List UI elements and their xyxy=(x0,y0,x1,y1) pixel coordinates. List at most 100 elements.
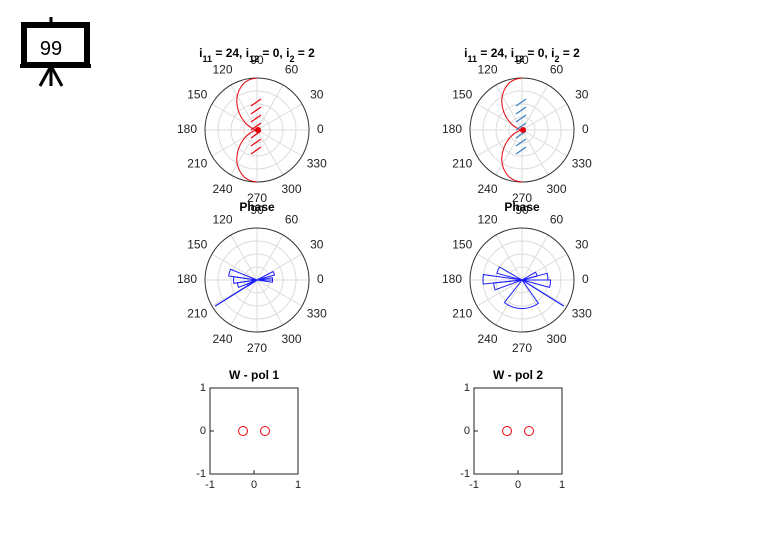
histogram-spike xyxy=(521,279,565,307)
polar-tick-label: 60 xyxy=(285,62,299,76)
polar-tick-label: 270 xyxy=(247,341,267,355)
polar-grid-spoke xyxy=(476,129,523,157)
polar-grid-spoke xyxy=(495,84,523,131)
chart-title: i11 = 24, i12 = 0, i2 = 2 xyxy=(199,46,315,64)
polar-grid-spoke xyxy=(211,129,258,157)
polar-pattern-chart: 0 30 60 90 120 150 180 210 240 270 300 330 i11 = 24,… xyxy=(177,46,327,205)
polar-tick-label: 30 xyxy=(575,88,589,102)
polar-tick-label: 300 xyxy=(281,182,301,196)
polar-tick-label: 210 xyxy=(187,307,207,321)
polar-tick-label: 60 xyxy=(550,212,564,226)
polar-tick-label: 180 xyxy=(442,122,462,136)
chart-title: W - pol 1 xyxy=(229,368,279,382)
array-element xyxy=(250,98,262,107)
polar-pattern-chart: 0 30 60 90 120 150 180 210 240 270 300 330 i11 = 24,… xyxy=(442,46,592,205)
polar-histogram-chart: 0 30 60 90 120 150 180 210 240 270 300 330 Phase xyxy=(442,200,592,355)
y-tick-label: 1 xyxy=(464,382,470,394)
polar-tick-label: 60 xyxy=(285,212,299,226)
center-marker xyxy=(520,127,526,133)
polar-grid-spoke xyxy=(230,234,258,281)
y-tick-label: -1 xyxy=(460,468,470,480)
array-element xyxy=(250,146,262,155)
polar-tick-label: 150 xyxy=(187,238,207,252)
polar-tick-label: 120 xyxy=(212,62,232,76)
histogram-bin xyxy=(228,268,258,281)
polar-tick-label: 240 xyxy=(477,182,497,196)
plot-box xyxy=(473,387,563,475)
polar-tick-label: 330 xyxy=(572,157,592,171)
array-element xyxy=(515,146,527,155)
polar-tick-label: 240 xyxy=(212,182,232,196)
polar-tick-label: 120 xyxy=(477,62,497,76)
histogram-bin xyxy=(493,279,523,291)
polar-tick-label: 0 xyxy=(317,122,324,136)
x-tick-label: 0 xyxy=(515,479,521,491)
polar-grid-spoke xyxy=(256,234,284,281)
x-tick-label: 1 xyxy=(295,479,301,491)
polar-tick-label: 30 xyxy=(310,88,324,102)
polar-histogram-chart: 0 30 60 90 120 150 180 210 240 270 300 330 Phase xyxy=(177,200,327,355)
presentation-board-icon[interactable] xyxy=(20,17,91,87)
array-element xyxy=(515,122,527,131)
polar-grid-spoke xyxy=(256,129,284,176)
polar-grid-spoke xyxy=(256,129,303,157)
polar-tick-label: 330 xyxy=(572,307,592,321)
histogram-bin xyxy=(236,279,258,289)
polar-grid-spoke xyxy=(256,279,303,307)
y-tick-label: -1 xyxy=(196,468,206,480)
plot-box xyxy=(209,387,299,475)
polar-tick-label: 0 xyxy=(582,122,589,136)
polar-tick-label: 120 xyxy=(477,212,497,226)
polar-tick-label: 180 xyxy=(177,272,197,286)
polar-tick-label: 300 xyxy=(546,332,566,346)
y-tick-label: 1 xyxy=(200,382,206,394)
polar-tick-label: 210 xyxy=(452,307,472,321)
polar-grid-spoke xyxy=(476,279,523,307)
polar-tick-label: 240 xyxy=(477,332,497,346)
polar-tick-label: 90 xyxy=(515,203,529,217)
polar-tick-label: 210 xyxy=(452,157,472,171)
polar-grid-spoke xyxy=(256,84,284,131)
scatter-point xyxy=(238,426,248,436)
polar-outer-ring xyxy=(204,227,310,333)
polar-tick-label: 270 xyxy=(512,191,532,205)
polar-grid-spoke xyxy=(256,279,284,326)
polar-tick-label: 300 xyxy=(281,332,301,346)
polar-tick-label: 60 xyxy=(550,62,564,76)
polar-tick-label: 90 xyxy=(250,203,264,217)
polar-tick-label: 270 xyxy=(247,191,267,205)
histogram-bin xyxy=(256,270,276,281)
polar-grid-spoke xyxy=(521,279,549,326)
polar-outer-ring xyxy=(469,227,575,333)
polar-grid-spoke xyxy=(495,279,523,326)
polar-grid-spoke xyxy=(521,84,549,131)
y-tick-label: 0 xyxy=(200,425,206,437)
polar-grid-spoke xyxy=(211,103,258,131)
polar-grid-spoke xyxy=(230,84,258,131)
scatter-point xyxy=(502,426,512,436)
y-tick-label: 0 xyxy=(464,425,470,437)
polar-tick-label: 210 xyxy=(187,157,207,171)
scatter-point xyxy=(524,426,534,436)
scatter-chart: W - pol 1 -1 0 1 -1 0 1 xyxy=(196,368,301,491)
array-element xyxy=(515,138,527,147)
polar-tick-label: 30 xyxy=(310,238,324,252)
polar-tick-label: 90 xyxy=(250,53,264,67)
array-element xyxy=(515,114,527,123)
center-marker xyxy=(255,127,261,133)
polar-tick-label: 0 xyxy=(582,272,589,286)
polar-grid-spoke xyxy=(476,103,523,131)
chart-title: Phase xyxy=(239,200,275,214)
histogram-bin xyxy=(503,279,540,310)
polar-tick-label: 150 xyxy=(187,88,207,102)
histogram-bin xyxy=(482,274,523,285)
array-element xyxy=(250,114,262,123)
polar-tick-label: 330 xyxy=(307,307,327,321)
x-tick-label: 1 xyxy=(559,479,565,491)
scatter-point xyxy=(260,426,270,436)
polar-grid-spoke xyxy=(521,234,549,281)
polar-tick-label: 330 xyxy=(307,157,327,171)
polar-tick-label: 30 xyxy=(575,238,589,252)
polar-grid-spoke xyxy=(521,103,568,131)
array-element xyxy=(515,98,527,107)
